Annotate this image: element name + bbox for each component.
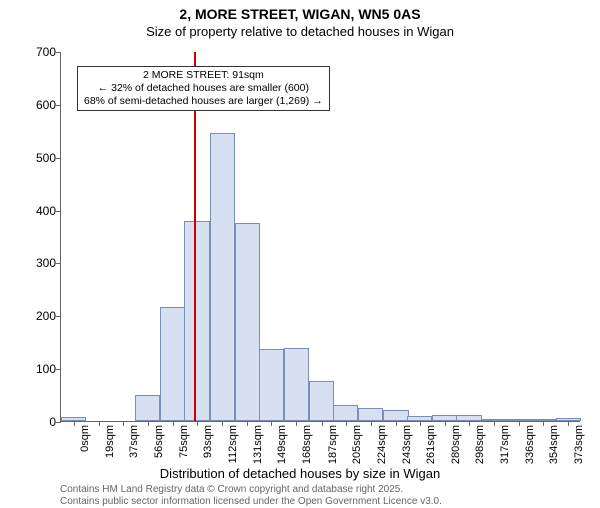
xtick-mark (123, 421, 124, 426)
histogram-bar (160, 307, 185, 421)
chart-title-block: 2, MORE STREET, WIGAN, WN5 0AS Size of p… (0, 0, 600, 40)
histogram-bar (284, 348, 309, 421)
xtick-mark (420, 421, 421, 426)
xtick-mark (197, 421, 198, 426)
plot-area: 01002003004005006007000sqm19sqm37sqm56sq… (60, 52, 580, 422)
xtick-mark (173, 421, 174, 426)
xtick-label: 149sqm (276, 425, 288, 464)
xtick-mark (494, 421, 495, 426)
xtick-mark (99, 421, 100, 426)
xtick-mark (271, 421, 272, 426)
ytick-label: 300 (26, 256, 56, 270)
xtick-label: 56sqm (153, 425, 165, 458)
xtick-mark (445, 421, 446, 426)
ytick-label: 600 (26, 98, 56, 112)
histogram-bar (309, 381, 334, 421)
ytick-mark (56, 52, 61, 53)
xtick-mark (346, 421, 347, 426)
info-box-line1: 2 MORE STREET: 91sqm (84, 69, 323, 82)
ytick-mark (56, 263, 61, 264)
chart-container: 2, MORE STREET, WIGAN, WN5 0AS Size of p… (0, 0, 600, 500)
x-axis-label: Distribution of detached houses by size … (0, 466, 600, 481)
ytick-mark (56, 158, 61, 159)
xtick-label: 354sqm (548, 425, 560, 464)
xtick-mark (396, 421, 397, 426)
xtick-mark (247, 421, 248, 426)
chart-title-line2: Size of property relative to detached ho… (0, 24, 600, 40)
ytick-label: 500 (26, 151, 56, 165)
xtick-label: 75sqm (178, 425, 190, 458)
footer-note: Contains HM Land Registry data © Crown c… (60, 484, 442, 508)
ytick-mark (56, 105, 61, 106)
xtick-label: 224sqm (376, 425, 388, 464)
xtick-label: 19sqm (104, 425, 116, 458)
histogram-bar (333, 405, 358, 421)
ytick-label: 100 (26, 362, 56, 376)
xtick-mark (74, 421, 75, 426)
xtick-mark (148, 421, 149, 426)
ytick-label: 700 (26, 45, 56, 59)
ytick-label: 400 (26, 204, 56, 218)
ytick-mark (56, 369, 61, 370)
ytick-label: 200 (26, 309, 56, 323)
xtick-mark (568, 421, 569, 426)
xtick-label: 131sqm (252, 425, 264, 464)
xtick-mark (322, 421, 323, 426)
xtick-label: 112sqm (227, 425, 239, 463)
histogram-bar (383, 410, 408, 421)
xtick-mark (543, 421, 544, 426)
xtick-label: 168sqm (301, 425, 313, 464)
xtick-label: 243sqm (401, 425, 413, 464)
xtick-mark (469, 421, 470, 426)
xtick-label: 298sqm (474, 425, 486, 464)
xtick-label: 37sqm (128, 425, 140, 458)
info-box-line3: 68% of semi-detached houses are larger (… (84, 95, 323, 108)
histogram-bar (235, 223, 260, 421)
histogram-bar (358, 408, 383, 421)
xtick-label: 93sqm (202, 425, 214, 458)
histogram-bar (259, 349, 284, 421)
xtick-label: 317sqm (499, 425, 511, 464)
xtick-label: 336sqm (524, 425, 536, 464)
histogram-bar (184, 221, 209, 421)
xtick-label: 0sqm (79, 425, 91, 452)
xtick-label: 373sqm (573, 425, 585, 464)
footer-line3: Contains public sector information licen… (60, 496, 442, 507)
histogram-bar (135, 395, 160, 421)
ytick-label: 0 (26, 415, 56, 429)
xtick-label: 280sqm (450, 425, 462, 464)
xtick-mark (222, 421, 223, 426)
ytick-mark (56, 422, 61, 423)
xtick-mark (519, 421, 520, 426)
ytick-mark (56, 316, 61, 317)
xtick-mark (371, 421, 372, 426)
info-box: 2 MORE STREET: 91sqm← 32% of detached ho… (77, 66, 330, 111)
ytick-mark (56, 211, 61, 212)
xtick-label: 187sqm (327, 425, 339, 464)
histogram-bar (210, 133, 235, 421)
info-box-line2: ← 32% of detached houses are smaller (60… (84, 82, 323, 95)
xtick-mark (296, 421, 297, 426)
xtick-label: 205sqm (351, 425, 363, 464)
chart-title-line1: 2, MORE STREET, WIGAN, WN5 0AS (0, 6, 600, 24)
footer-line1: Contains HM Land Registry data © Crown c… (60, 484, 403, 495)
xtick-label: 261sqm (425, 425, 437, 464)
